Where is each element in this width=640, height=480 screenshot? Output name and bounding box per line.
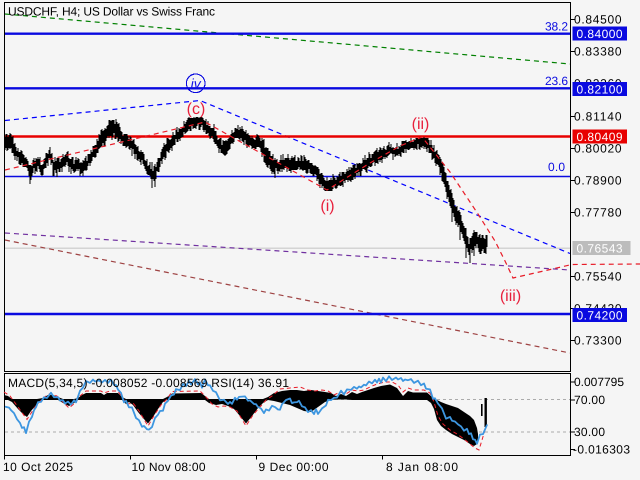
svg-text:(iii): (iii) <box>500 288 521 305</box>
svg-text:0.83380: 0.83380 <box>574 45 622 59</box>
svg-text:23.6: 23.6 <box>545 74 568 88</box>
svg-text:70.00: 70.00 <box>574 393 605 407</box>
svg-text:0.80020: 0.80020 <box>574 142 622 156</box>
svg-text:0.81140: 0.81140 <box>574 110 622 124</box>
svg-text:(c): (c) <box>187 101 206 118</box>
svg-text:0.84000: 0.84000 <box>577 27 623 41</box>
svg-text:0.82100: 0.82100 <box>577 83 623 97</box>
svg-text:8 Jan 08:00: 8 Jan 08:00 <box>386 460 458 474</box>
svg-text:USDCHF, H4; US Dollar vs Swis: USDCHF, H4; US Dollar vs Swiss Franc <box>8 5 215 19</box>
svg-text:(i): (i) <box>320 198 334 215</box>
svg-text:0.77780: 0.77780 <box>574 206 622 220</box>
svg-text:30.00: 30.00 <box>574 425 605 439</box>
svg-text:0.84500: 0.84500 <box>574 13 622 27</box>
svg-text:0.73300: 0.73300 <box>574 334 622 348</box>
svg-text:0.80409: 0.80409 <box>577 130 623 144</box>
svg-text:(ii): (ii) <box>412 116 430 133</box>
svg-text:0.74200: 0.74200 <box>577 309 623 323</box>
svg-text:0.0: 0.0 <box>548 160 565 174</box>
svg-text:10 Nov 08:00: 10 Nov 08:00 <box>132 460 206 474</box>
svg-text:0.78900: 0.78900 <box>574 174 622 188</box>
svg-text:0.007795: 0.007795 <box>574 375 624 389</box>
svg-text:MACD(5,34,5) -0.008052 -0.0085: MACD(5,34,5) -0.008052 -0.008569 RSI(14)… <box>8 376 289 390</box>
svg-text:-0.016303: -0.016303 <box>573 443 630 457</box>
svg-text:10 Oct 2025: 10 Oct 2025 <box>3 460 73 474</box>
svg-text:0.75540: 0.75540 <box>574 270 622 284</box>
svg-text:0.76543: 0.76543 <box>577 242 623 256</box>
svg-text:iv: iv <box>191 76 202 92</box>
svg-text:9 Dec 00:00: 9 Dec 00:00 <box>259 460 329 474</box>
svg-text:38.2: 38.2 <box>545 20 568 34</box>
